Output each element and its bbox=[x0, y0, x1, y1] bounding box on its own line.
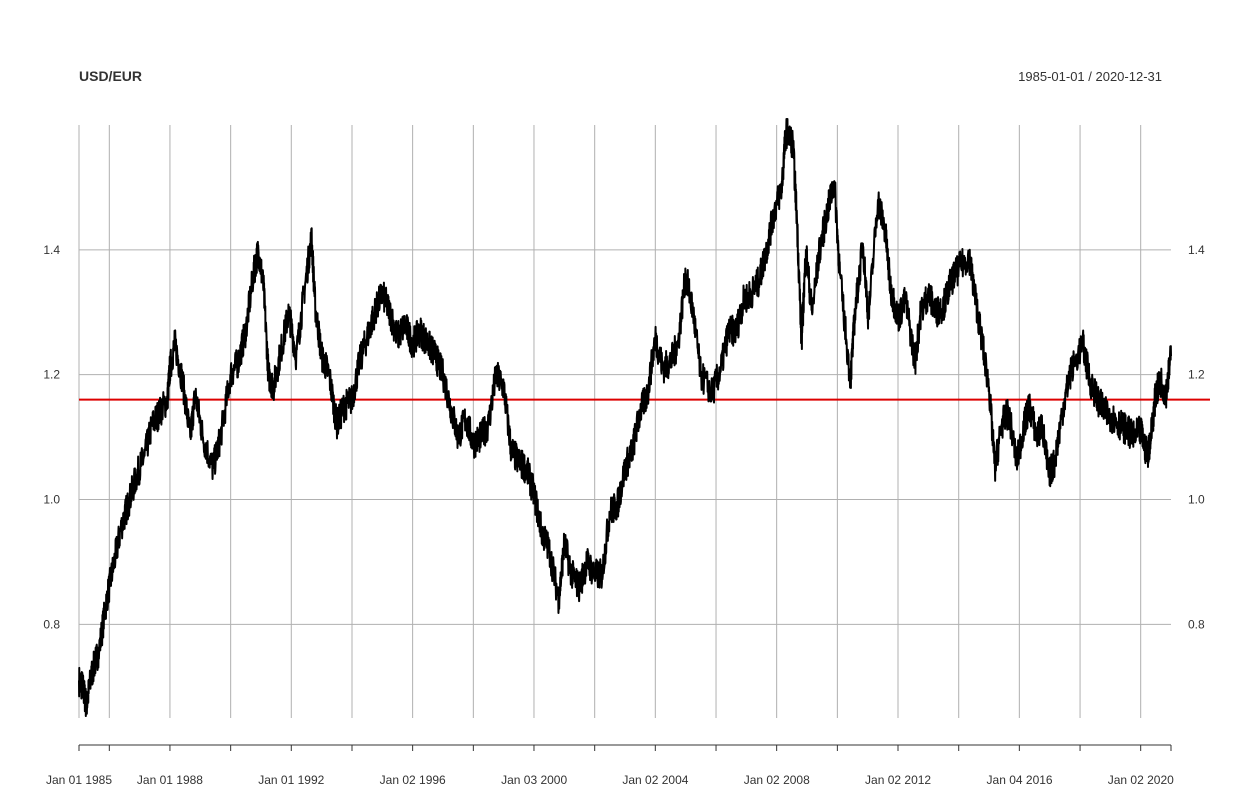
y-tick-label-right: 1.0 bbox=[1188, 493, 1205, 507]
y-tick-label-left: 0.8 bbox=[43, 617, 60, 631]
x-tick-label: Jan 02 2020 bbox=[1108, 773, 1174, 787]
x-tick-label: Jan 03 2000 bbox=[501, 773, 567, 787]
y-tick-label-right: 1.4 bbox=[1188, 243, 1205, 257]
y-tick-label-left: 1.4 bbox=[43, 243, 60, 257]
x-tick-label: Jan 04 2016 bbox=[987, 773, 1053, 787]
x-tick-label: Jan 02 2008 bbox=[744, 773, 810, 787]
x-tick-label: Jan 02 2004 bbox=[622, 773, 688, 787]
x-tick-label: Jan 01 1988 bbox=[137, 773, 203, 787]
x-tick-label: Jan 02 1996 bbox=[380, 773, 446, 787]
y-axis-right: 0.8 1.0 1.2 1.4 bbox=[1188, 243, 1205, 632]
series-group bbox=[78, 118, 1172, 718]
y-axis-left: 0.8 1.0 1.2 1.4 bbox=[43, 243, 60, 632]
y-tick-label-left: 1.0 bbox=[43, 493, 60, 507]
chart-title: USD/EUR bbox=[79, 68, 142, 84]
x-tick-label: Jan 01 1985 bbox=[46, 773, 112, 787]
y-tick-label-left: 1.2 bbox=[43, 368, 60, 382]
gridlines bbox=[78, 125, 1171, 718]
y-tick-label-right: 1.2 bbox=[1188, 368, 1205, 382]
series-line bbox=[78, 118, 1172, 718]
date-range-label: 1985-01-01 / 2020-12-31 bbox=[1018, 69, 1162, 84]
x-tick-label: Jan 01 1992 bbox=[258, 773, 324, 787]
y-tick-label-right: 0.8 bbox=[1188, 617, 1205, 631]
x-tick-label: Jan 02 2012 bbox=[865, 773, 931, 787]
x-axis: Jan 01 1985 Jan 01 1988 Jan 01 1992 Jan 02 … bbox=[46, 744, 1174, 787]
